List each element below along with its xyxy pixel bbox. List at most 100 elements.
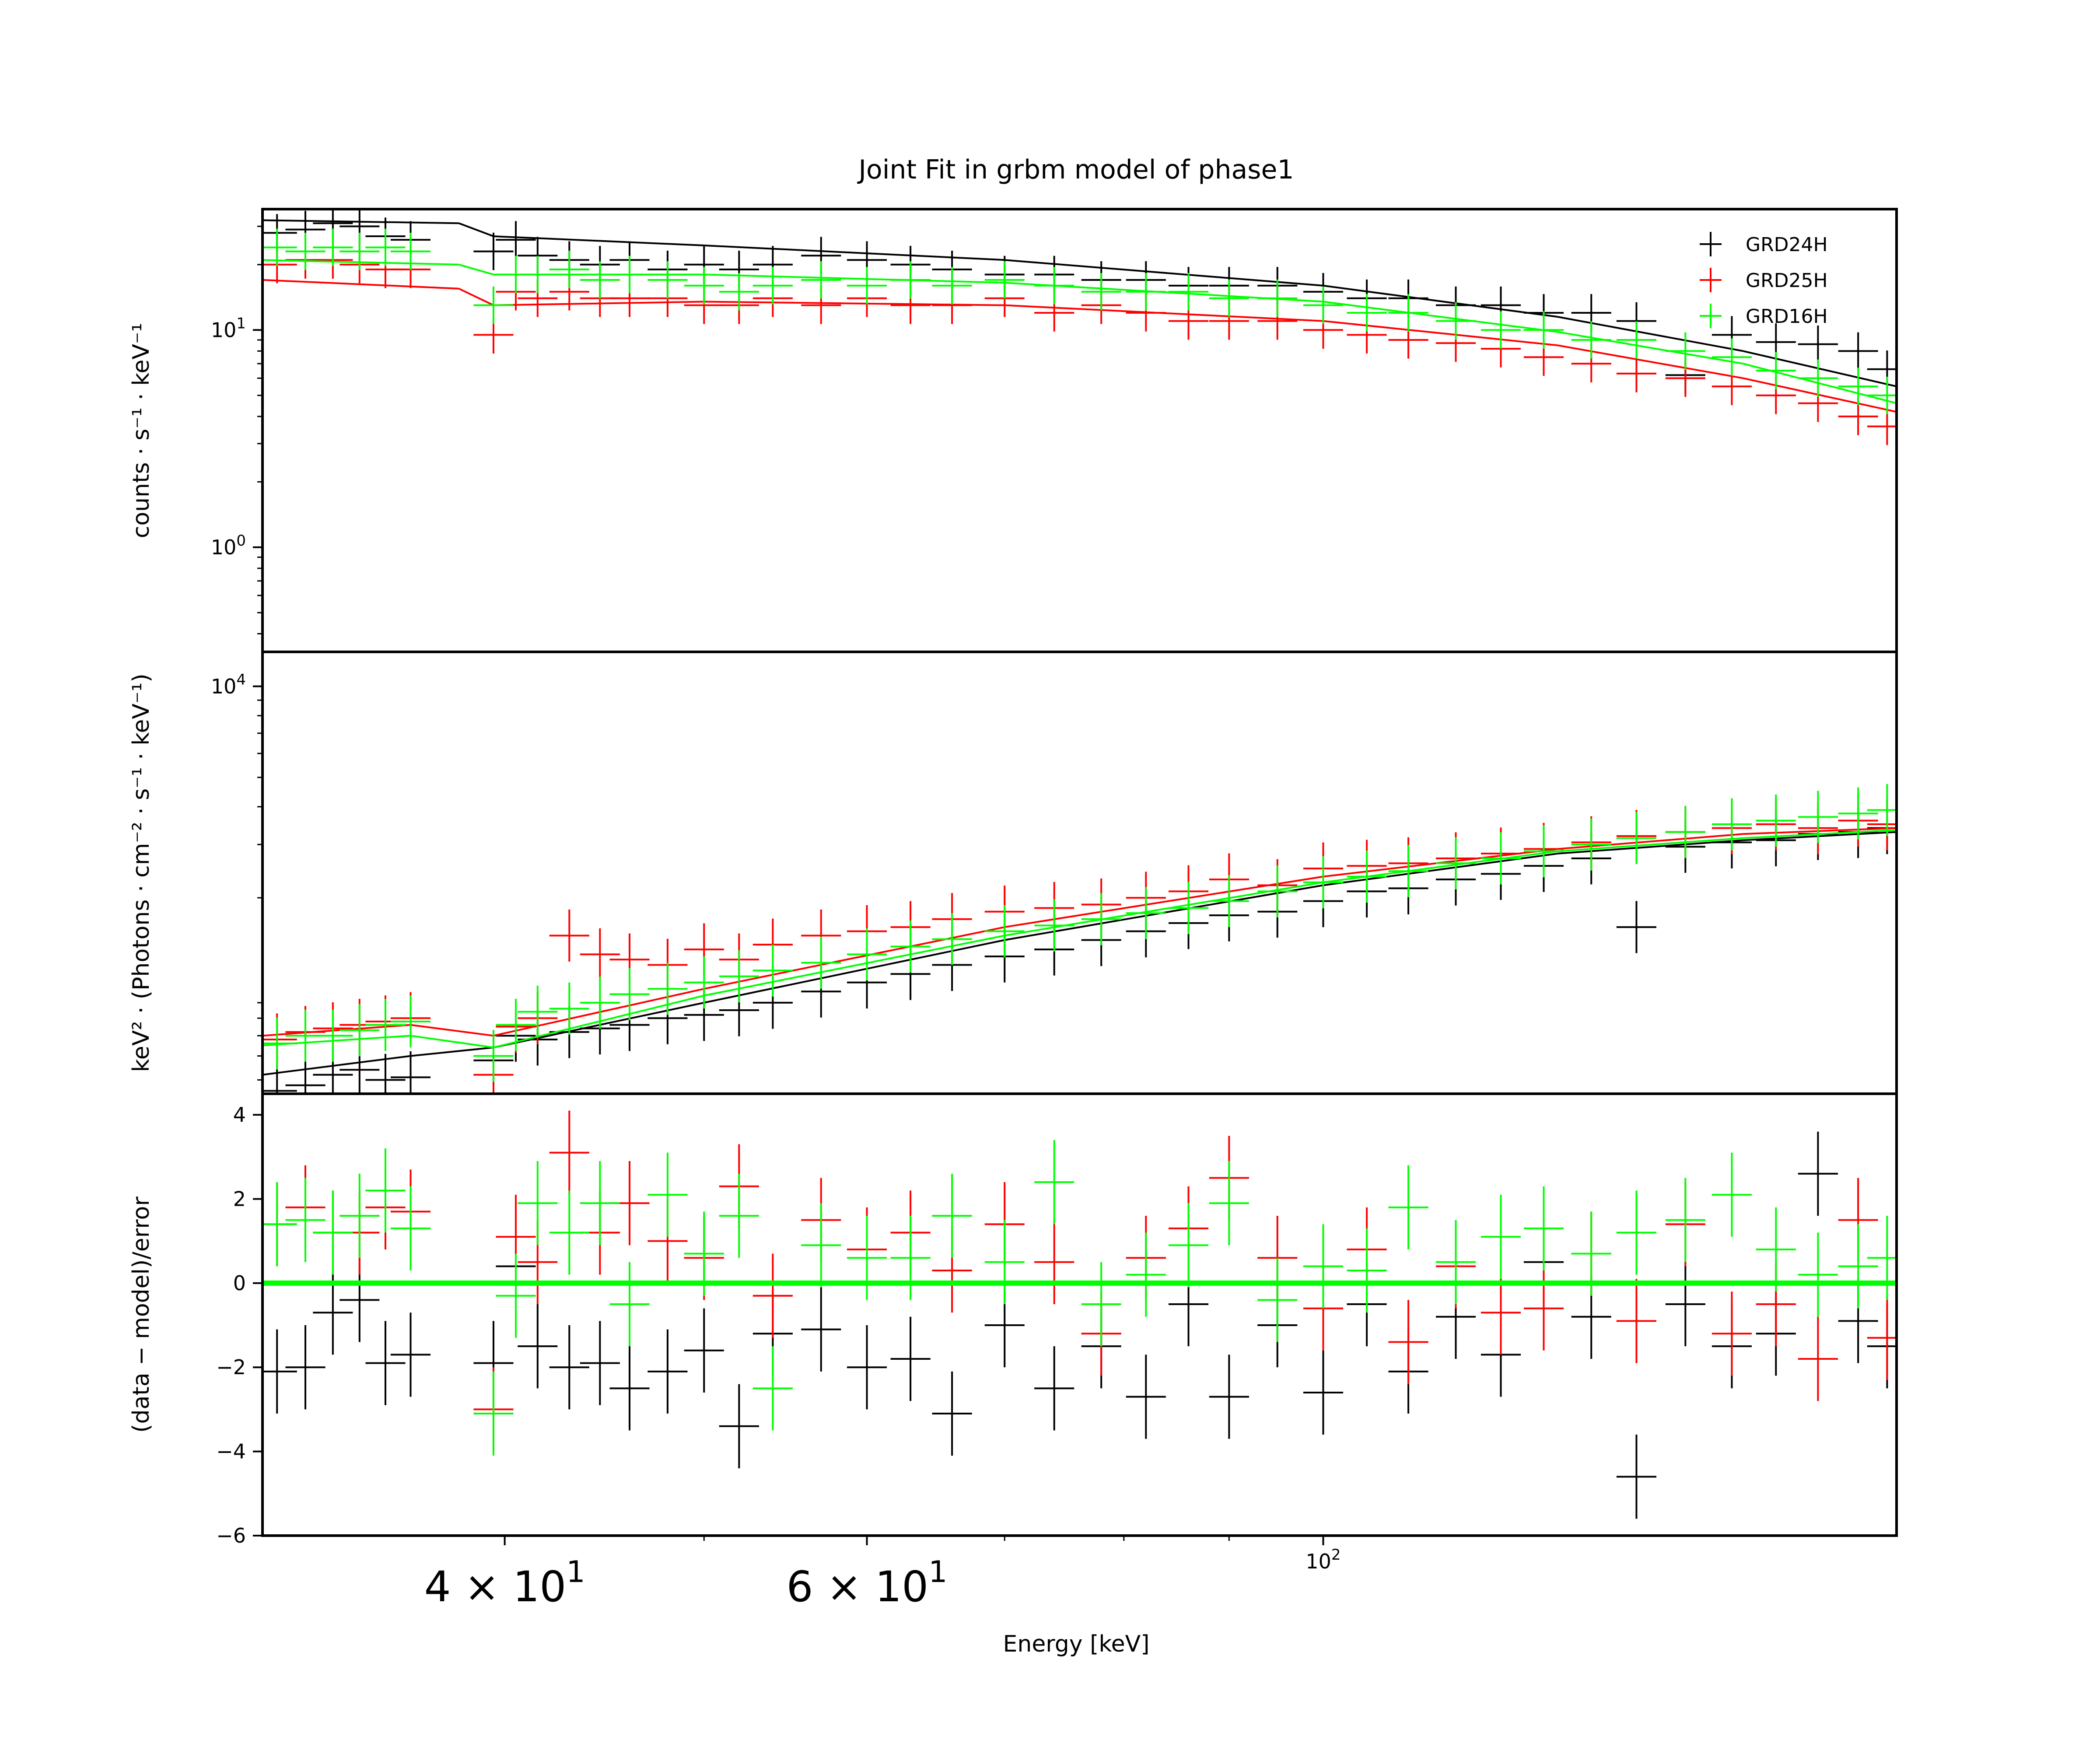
data-point	[365, 228, 406, 266]
model-segment	[410, 1035, 494, 1049]
data-point	[1571, 1211, 1611, 1296]
data-point	[1867, 784, 1897, 836]
data-point	[1712, 1152, 1752, 1237]
y-tick-label: 104	[211, 671, 246, 698]
data-point	[390, 1186, 431, 1270]
data-point	[984, 1220, 1025, 1304]
data-point	[473, 286, 514, 324]
data-point	[932, 1371, 972, 1456]
data-point	[801, 261, 841, 299]
data-point	[1081, 273, 1121, 311]
data-point	[580, 1161, 620, 1246]
y-tick-label: −4	[216, 1440, 246, 1463]
data-point	[1435, 837, 1476, 889]
data-point	[1081, 1262, 1121, 1347]
model-segment	[1743, 350, 1897, 388]
data-point	[847, 1215, 887, 1300]
data-point	[1665, 1262, 1705, 1347]
data-point	[1126, 887, 1166, 939]
x-axis-label: Energy [keV]	[1003, 1631, 1150, 1657]
data-point	[847, 1325, 887, 1410]
y-tick-base: 10	[211, 536, 237, 559]
data-point	[365, 1148, 406, 1233]
data-point	[390, 232, 431, 270]
data-point	[801, 936, 841, 989]
data-point	[932, 1173, 972, 1258]
legend-label: GRD16H	[1746, 305, 1828, 328]
data-point	[549, 1190, 589, 1275]
data-point	[890, 1316, 931, 1401]
data-point	[518, 256, 558, 294]
data-point	[1303, 1350, 1344, 1435]
model-segment	[1557, 344, 1743, 379]
y-tick-label: 0	[233, 1271, 246, 1295]
data-point	[1523, 311, 1564, 349]
model-segment	[704, 934, 1005, 997]
model-segment	[493, 301, 704, 306]
data-point	[719, 273, 759, 311]
data-point	[1209, 279, 1249, 317]
y-tick-exponent: 4	[236, 671, 246, 689]
data-point	[752, 1253, 793, 1338]
data-point	[1756, 1207, 1796, 1292]
data-point	[365, 999, 406, 1051]
plot-area-counts	[262, 209, 1897, 445]
y-tick-label: 4	[233, 1103, 246, 1127]
panel-residuals: 4 2 0 −2 −4 −6 (data − model)/error	[128, 1092, 1898, 1547]
model-segment	[1743, 377, 1897, 413]
data-point	[752, 944, 793, 997]
y-tick-label: −2	[216, 1355, 246, 1379]
data-point	[1838, 787, 1878, 840]
legend: GRD24H GRD25H GRD16H	[1700, 232, 1828, 328]
data-point	[1388, 1300, 1428, 1384]
data-point	[609, 1262, 650, 1347]
data-point	[890, 261, 931, 299]
data-point	[609, 256, 650, 294]
data-point	[1303, 1224, 1344, 1309]
data-point	[719, 1173, 759, 1258]
x-tick-base: 4 × 10	[424, 1562, 567, 1611]
x-axis-ticks: 4 × 101 6 × 101 102	[424, 1536, 1341, 1611]
data-point	[1347, 1228, 1387, 1313]
model-segment	[410, 1024, 494, 1037]
data-point	[285, 232, 326, 270]
model-segment	[1323, 320, 1558, 346]
data-point	[1523, 1266, 1564, 1351]
data-point	[1616, 901, 1656, 953]
x-tick-label: 102	[1306, 1546, 1340, 1573]
data-point	[1480, 832, 1521, 885]
data-point	[932, 913, 972, 966]
data-point	[648, 962, 688, 1015]
data-point	[473, 1371, 514, 1456]
data-point	[1616, 1435, 1656, 1519]
data-point	[1034, 899, 1074, 952]
data-point	[648, 1152, 688, 1237]
data-point	[609, 1346, 650, 1431]
data-point	[984, 261, 1025, 299]
data-point	[684, 267, 724, 304]
y-tick-base: 10	[211, 675, 237, 698]
model-segment	[1323, 284, 1558, 318]
data-point	[1665, 1178, 1705, 1262]
model-segment	[262, 219, 459, 224]
model-segment	[1558, 833, 1743, 850]
data-point	[1257, 865, 1298, 918]
x-tick-exponent: 1	[566, 1555, 585, 1589]
y-axis-label-unfolded: keV² · (Photons · cm⁻² · s⁻¹ · keV⁻¹)	[128, 673, 154, 1072]
data-point	[684, 1308, 724, 1393]
data-point	[1798, 1316, 1838, 1401]
data-point	[390, 1051, 431, 1094]
data-point	[496, 1253, 536, 1338]
data-point	[1435, 302, 1476, 340]
x-tick-base: 10	[1306, 1550, 1331, 1573]
data-point	[1838, 368, 1878, 406]
model-segment	[493, 994, 704, 1049]
data-point	[801, 1203, 841, 1288]
data-point	[1867, 376, 1897, 414]
data-point	[1798, 791, 1838, 843]
data-point	[1209, 875, 1249, 928]
data-point	[549, 1325, 589, 1410]
model-segment	[262, 259, 459, 266]
